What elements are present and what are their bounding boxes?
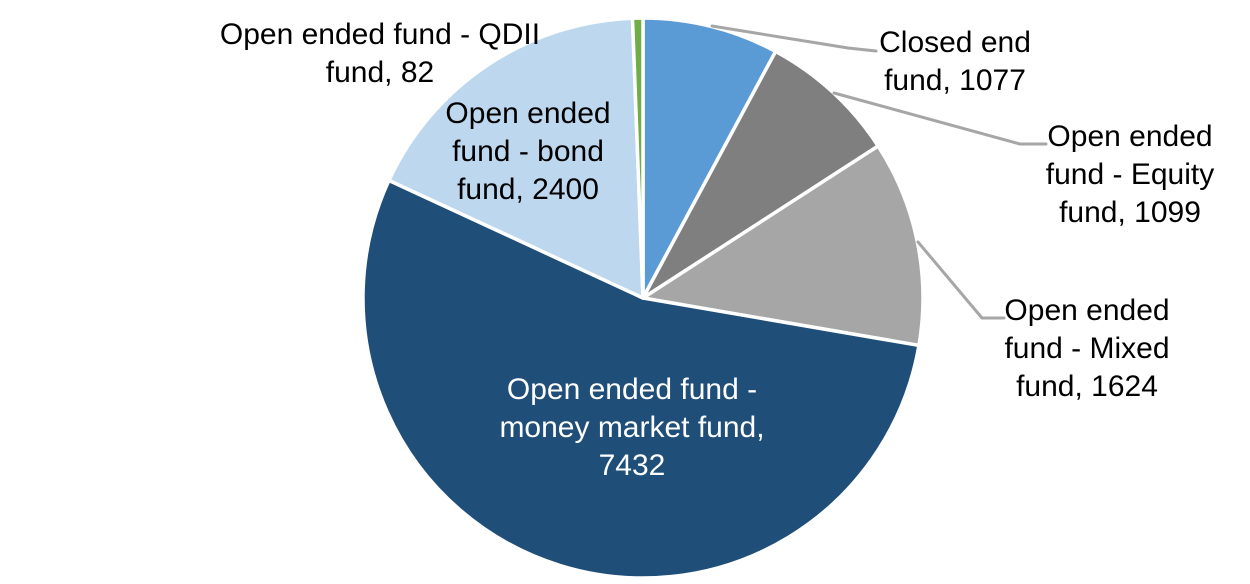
leader-line-0 xyxy=(710,24,878,53)
label-open-ended-fund-money-market: Open ended fund - money market fund, 7432 xyxy=(499,373,765,482)
pie-slice-5 xyxy=(630,16,645,300)
label-open-ended-fund-qdii: Open ended fund - QDII fund, 82 xyxy=(219,18,541,89)
label-open-ended-fund-equity: Open ended fund - Equity fund, 1099 xyxy=(1045,120,1215,229)
leader-line-2 xyxy=(916,240,1006,320)
label-closed-end-fund: Closed end fund, 1077 xyxy=(879,26,1031,97)
label-open-ended-fund-bond: Open ended fund - bond fund, 2400 xyxy=(445,97,611,206)
leader-line-1 xyxy=(832,91,1048,146)
label-open-ended-fund-mixed: Open ended fund - Mixed fund, 1624 xyxy=(1004,294,1170,403)
pie-slice-3 xyxy=(361,178,921,580)
pie-slice-4 xyxy=(387,16,645,300)
